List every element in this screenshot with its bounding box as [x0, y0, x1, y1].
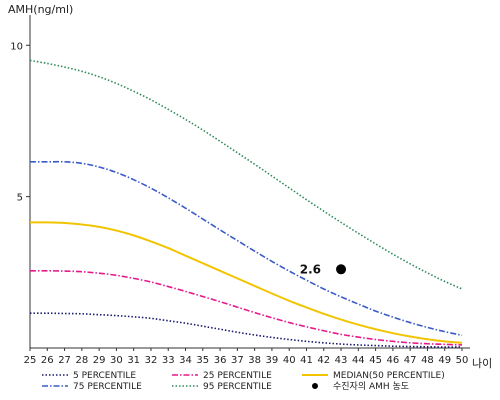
annotation-layer: 2.6	[300, 262, 347, 276]
chart-legend: 5 PERCENTILE 25 PERCENTILE MEDIAN(50 PERCE…	[42, 371, 445, 392]
x-tick-label: 38	[248, 355, 261, 366]
x-tick-label: 45	[369, 355, 382, 366]
x-tick-label: 37	[231, 355, 244, 366]
x-tick-label: 28	[75, 355, 88, 366]
patient-amh-point	[336, 264, 347, 275]
x-tick-label: 48	[421, 355, 434, 366]
series-lines	[29, 59, 463, 348]
x-tick-label: 30	[110, 355, 123, 366]
y-axis-label: AMH(ng/ml)	[8, 3, 73, 16]
x-tick-label: 33	[162, 355, 175, 366]
y-tick-label: 10	[10, 41, 23, 52]
x-tick-label: 29	[93, 355, 106, 366]
legend-label: MEDIAN(50 PERCENTILE)	[333, 371, 445, 381]
x-tick-label: 26	[41, 355, 54, 366]
legend-label-patient: 수진자의 AMH 농도	[333, 381, 409, 392]
legend-label: 75 PERCENTILE	[73, 382, 142, 392]
x-tick-label: 43	[335, 355, 348, 366]
x-tick-label: 34	[179, 355, 192, 366]
legend-label: 95 PERCENTILE	[203, 382, 272, 392]
x-tick-label: 50	[456, 355, 469, 366]
x-tick-label: 46	[387, 355, 400, 366]
x-tick-label: 36	[214, 355, 227, 366]
legend-marker-patient	[312, 383, 318, 389]
patient-amh-value-label: 2.6	[300, 262, 321, 276]
x-tick-label: 32	[145, 355, 158, 366]
series-line-median	[29, 221, 463, 344]
legend-label: 5 PERCENTILE	[73, 371, 136, 381]
series-line-95-percentile	[29, 59, 463, 290]
x-tick-label: 44	[352, 355, 365, 366]
x-tick-label: 35	[196, 355, 209, 366]
legend-label: 25 PERCENTILE	[203, 371, 272, 381]
y-tick-label: 5	[17, 193, 23, 204]
x-tick-label: 27	[58, 355, 71, 366]
chart-axes: AMH(ng/ml) 나이	[8, 3, 492, 370]
x-axis-label: 나이	[472, 357, 492, 370]
x-tick-label: 42	[317, 355, 330, 366]
series-line-75-percentile	[29, 160, 463, 337]
y-ticks: 5 10	[10, 41, 30, 204]
x-tick-label: 39	[266, 355, 279, 366]
x-tick-label: 49	[438, 355, 451, 366]
series-line-25-percentile	[29, 269, 463, 346]
x-tick-label: 25	[24, 355, 37, 366]
x-tick-label: 31	[127, 355, 140, 366]
x-ticks: 25 26 27 28 29 30 31 32 33 34 35 36 37 38 39 40 41 42 43 44…	[24, 348, 469, 366]
series-line-5-percentile	[29, 312, 463, 348]
x-tick-label: 47	[404, 355, 417, 366]
x-tick-label: 41	[300, 355, 313, 366]
x-tick-label: 40	[283, 355, 296, 366]
